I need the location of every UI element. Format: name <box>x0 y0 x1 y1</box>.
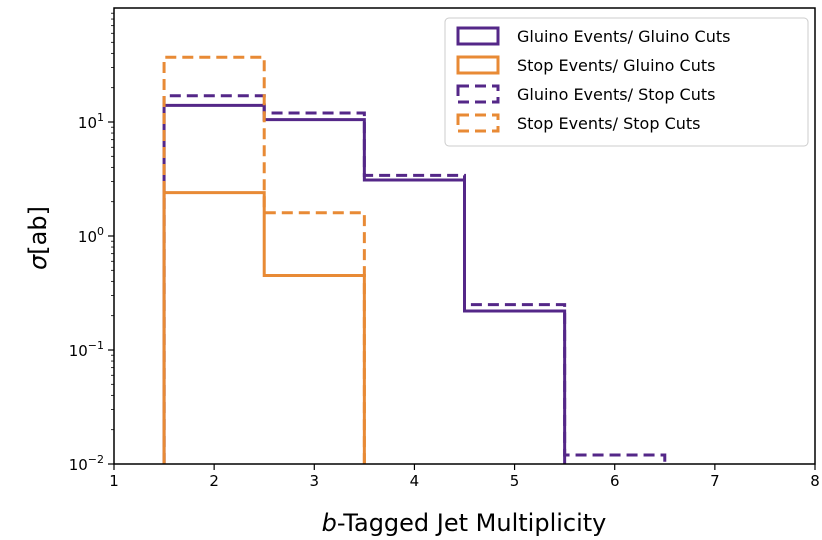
x-tick-label: 1 <box>109 472 119 490</box>
series-layer <box>162 55 667 464</box>
y-tick-label: 101 <box>78 111 104 132</box>
x-tick-label: 2 <box>209 472 219 490</box>
x-axis-label-italic: b <box>322 509 337 537</box>
series-stop-events-gluino-cuts <box>162 191 366 464</box>
series-gluino-events-stop-cuts <box>162 94 667 464</box>
x-tick-label: 4 <box>410 472 420 490</box>
x-tick-label: 5 <box>510 472 520 490</box>
x-tick-label: 8 <box>810 472 820 490</box>
legend-label: Gluino Events/ Stop Cuts <box>517 85 715 104</box>
legend: Gluino Events/ Gluino Cuts Stop Events/ G… <box>444 17 809 147</box>
y-tick-label: 10−2 <box>69 453 104 474</box>
x-axis-label: b-Tagged Jet Multiplicity <box>322 509 607 537</box>
x-axis-label-rest: -Tagged Jet Multiplicity <box>337 509 607 537</box>
y-axis-label-unit: [ab] <box>24 206 52 255</box>
legend-box <box>444 17 809 147</box>
y-tick-label: 100 <box>78 225 104 246</box>
ticks-layer: 1 2 3 4 5 6 7 8 10−2 10−1 100 101 <box>69 12 820 490</box>
legend-swatch <box>456 26 500 46</box>
x-tick-label: 3 <box>310 472 320 490</box>
series-stop-events-stop-cuts <box>162 55 366 464</box>
y-axis-label-symbol: σ <box>24 254 52 270</box>
x-tick-label: 6 <box>610 472 620 490</box>
x-tick-label: 7 <box>710 472 720 490</box>
y-tick-label: 10−1 <box>69 339 104 360</box>
legend-label: Stop Events/ Gluino Cuts <box>517 56 715 75</box>
legend-swatch <box>456 55 500 75</box>
legend-swatch <box>456 84 500 104</box>
legend-label: Stop Events/ Stop Cuts <box>517 114 701 133</box>
legend-swatch <box>456 113 500 133</box>
y-axis-label: σ[ab] <box>24 206 52 270</box>
legend-label: Gluino Events/ Gluino Cuts <box>517 27 730 46</box>
